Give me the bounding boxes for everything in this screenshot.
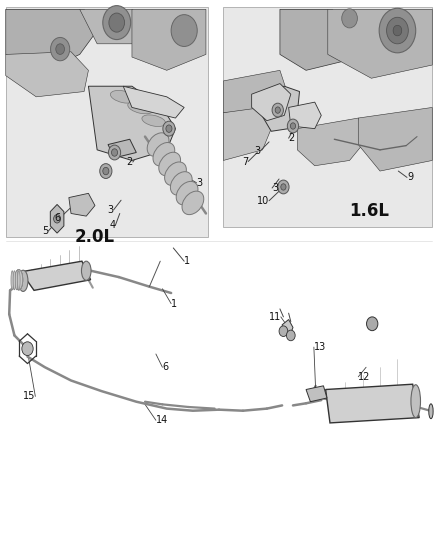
Polygon shape bbox=[223, 108, 271, 160]
Ellipse shape bbox=[153, 142, 175, 166]
Text: 9: 9 bbox=[407, 172, 413, 182]
Text: 10: 10 bbox=[257, 196, 269, 206]
Text: 6: 6 bbox=[54, 213, 60, 223]
Ellipse shape bbox=[159, 152, 180, 176]
Text: 6: 6 bbox=[162, 362, 169, 372]
Text: 3: 3 bbox=[196, 177, 202, 188]
Polygon shape bbox=[108, 139, 136, 158]
Polygon shape bbox=[297, 118, 367, 166]
Circle shape bbox=[100, 164, 112, 179]
Circle shape bbox=[50, 37, 70, 61]
Ellipse shape bbox=[15, 271, 18, 290]
Ellipse shape bbox=[15, 270, 23, 290]
Ellipse shape bbox=[165, 162, 186, 185]
Text: 12: 12 bbox=[358, 372, 371, 382]
Polygon shape bbox=[123, 86, 184, 118]
Ellipse shape bbox=[182, 191, 204, 215]
Circle shape bbox=[290, 123, 296, 129]
Circle shape bbox=[22, 342, 33, 356]
Circle shape bbox=[163, 121, 175, 136]
Polygon shape bbox=[6, 10, 97, 70]
Circle shape bbox=[379, 9, 416, 53]
Circle shape bbox=[272, 103, 283, 117]
Polygon shape bbox=[223, 70, 289, 113]
Ellipse shape bbox=[429, 404, 433, 419]
Ellipse shape bbox=[15, 270, 23, 290]
Circle shape bbox=[53, 215, 60, 223]
Ellipse shape bbox=[15, 270, 23, 290]
Circle shape bbox=[281, 184, 286, 190]
Text: 11: 11 bbox=[268, 312, 281, 322]
Ellipse shape bbox=[11, 271, 14, 290]
Text: 3: 3 bbox=[254, 146, 260, 156]
Polygon shape bbox=[132, 10, 206, 70]
Circle shape bbox=[278, 180, 289, 194]
Ellipse shape bbox=[18, 271, 20, 290]
Ellipse shape bbox=[18, 270, 28, 292]
Text: 1: 1 bbox=[184, 256, 190, 266]
Ellipse shape bbox=[128, 101, 154, 114]
Polygon shape bbox=[280, 10, 358, 70]
Circle shape bbox=[109, 13, 124, 32]
Text: 7: 7 bbox=[242, 157, 248, 166]
Circle shape bbox=[166, 125, 172, 132]
Ellipse shape bbox=[411, 385, 420, 418]
Polygon shape bbox=[21, 261, 91, 290]
Text: 5: 5 bbox=[42, 226, 48, 236]
Ellipse shape bbox=[81, 261, 91, 280]
Circle shape bbox=[387, 17, 408, 44]
Circle shape bbox=[279, 326, 288, 336]
Circle shape bbox=[56, 44, 64, 54]
Polygon shape bbox=[289, 102, 321, 128]
Circle shape bbox=[103, 167, 109, 175]
Text: 3: 3 bbox=[108, 205, 114, 215]
Polygon shape bbox=[306, 386, 327, 402]
Polygon shape bbox=[69, 193, 95, 216]
Text: 1: 1 bbox=[171, 298, 177, 309]
Circle shape bbox=[112, 149, 117, 156]
Ellipse shape bbox=[176, 181, 198, 205]
Circle shape bbox=[286, 330, 295, 341]
Ellipse shape bbox=[15, 270, 23, 290]
FancyBboxPatch shape bbox=[6, 7, 208, 237]
Circle shape bbox=[171, 14, 197, 46]
Ellipse shape bbox=[147, 133, 169, 156]
Polygon shape bbox=[328, 10, 432, 78]
Circle shape bbox=[367, 317, 378, 330]
Polygon shape bbox=[80, 10, 154, 44]
Ellipse shape bbox=[110, 91, 136, 103]
Text: 2: 2 bbox=[127, 157, 133, 167]
Polygon shape bbox=[6, 52, 88, 97]
Circle shape bbox=[103, 6, 131, 39]
Circle shape bbox=[393, 25, 402, 36]
Polygon shape bbox=[325, 384, 419, 423]
Polygon shape bbox=[252, 84, 291, 120]
Ellipse shape bbox=[15, 270, 23, 290]
Text: 4: 4 bbox=[110, 220, 116, 230]
Ellipse shape bbox=[13, 271, 16, 290]
Polygon shape bbox=[50, 205, 64, 233]
Circle shape bbox=[275, 107, 280, 114]
Text: 2: 2 bbox=[289, 133, 295, 143]
Polygon shape bbox=[260, 86, 300, 131]
Text: 3: 3 bbox=[272, 183, 278, 193]
Polygon shape bbox=[358, 108, 432, 171]
Circle shape bbox=[342, 9, 357, 28]
FancyBboxPatch shape bbox=[223, 7, 432, 227]
Text: 15: 15 bbox=[23, 391, 35, 401]
Polygon shape bbox=[88, 86, 176, 160]
Text: 1.6L: 1.6L bbox=[349, 202, 389, 220]
Circle shape bbox=[109, 145, 120, 160]
Text: 13: 13 bbox=[314, 342, 326, 352]
Ellipse shape bbox=[170, 172, 192, 195]
Circle shape bbox=[287, 119, 299, 133]
Text: 2.0L: 2.0L bbox=[75, 228, 115, 246]
Polygon shape bbox=[282, 319, 293, 336]
Ellipse shape bbox=[142, 115, 166, 126]
Text: 14: 14 bbox=[156, 415, 168, 425]
